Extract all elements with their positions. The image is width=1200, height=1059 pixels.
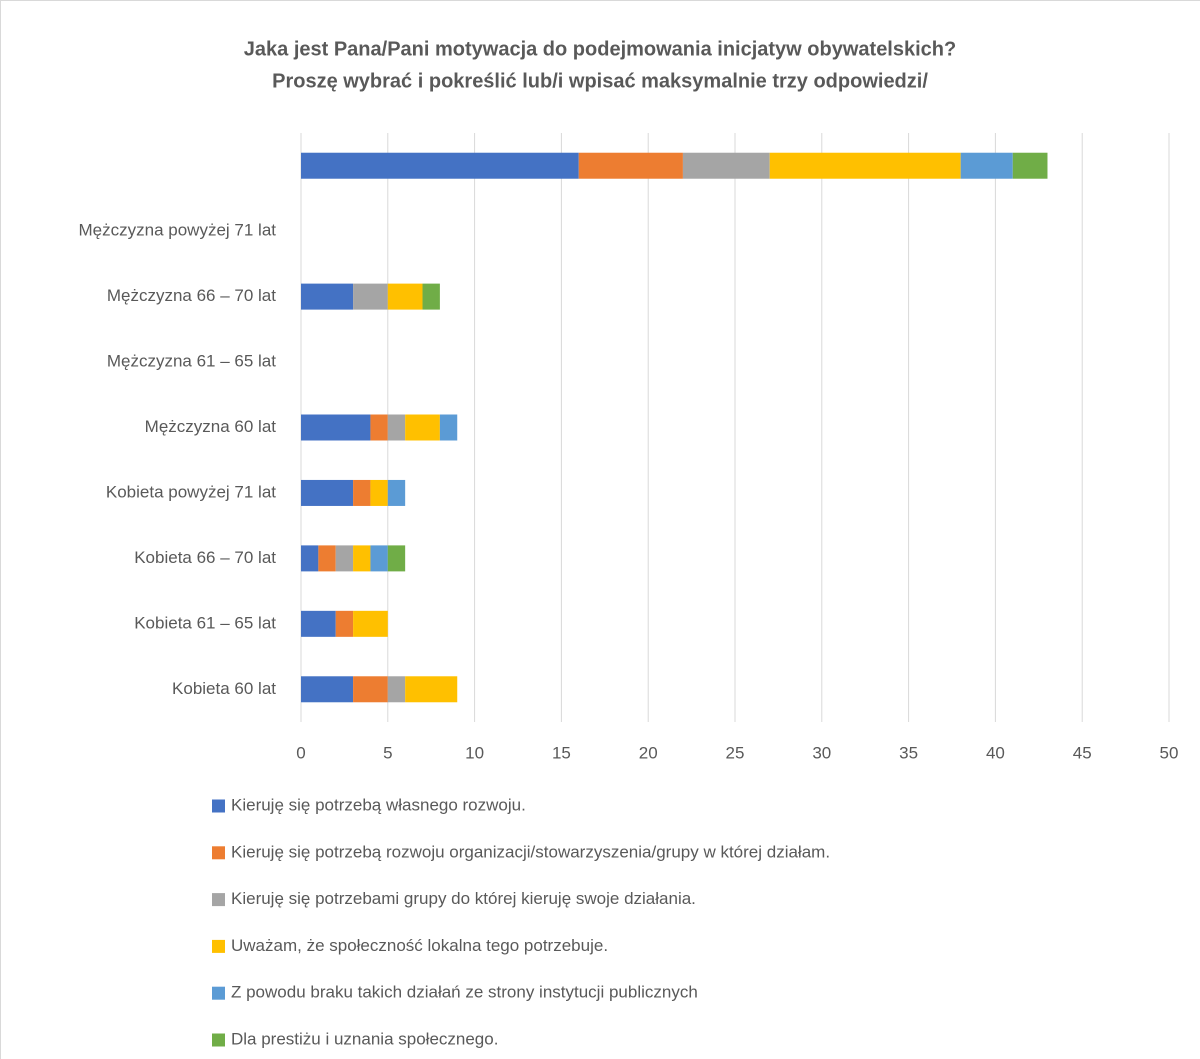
bar-segment xyxy=(353,610,388,637)
bar-segment xyxy=(301,152,579,179)
bar-segment xyxy=(301,414,371,441)
chart-title: Proszę wybrać i pokreślić lub/i wpisać m… xyxy=(272,70,928,92)
y-tick-label: Kobieta powyżej 71 lat xyxy=(106,482,276,501)
bar-segment xyxy=(301,545,319,572)
bar-segment xyxy=(353,283,388,310)
x-tick-label: 15 xyxy=(552,743,571,762)
bar-segment xyxy=(578,152,683,179)
legend-swatch xyxy=(212,846,225,860)
x-tick-label: 45 xyxy=(1073,743,1092,762)
legend-swatch xyxy=(212,799,225,813)
bar-segment xyxy=(301,676,354,703)
bar-segment xyxy=(387,676,406,703)
legend-swatch xyxy=(212,1033,225,1047)
bar-segment xyxy=(387,479,406,506)
bar-segment xyxy=(301,283,354,310)
bar-segment xyxy=(301,479,354,506)
x-tick-label: 40 xyxy=(986,743,1005,762)
bar-segment xyxy=(353,676,388,703)
legend-label: Uważam, że społeczność lokalna tego potr… xyxy=(231,936,608,955)
bar-segment xyxy=(1012,152,1048,179)
y-tick-label: Mężczyzna 60 lat xyxy=(145,417,277,436)
bar-segment xyxy=(387,414,406,441)
bar-segment xyxy=(370,479,388,506)
y-tick-label: Kobieta 61 – 65 lat xyxy=(134,613,276,632)
y-tick-label: Mężczyzna 66 – 70 lat xyxy=(107,286,276,305)
x-tick-label: 5 xyxy=(383,743,392,762)
bar-segment xyxy=(318,545,336,572)
bar-segment xyxy=(769,152,961,179)
bar-segment xyxy=(422,283,440,310)
legend-label: Kieruję się potrzebą własnego rozwoju. xyxy=(231,795,526,814)
bar-segment xyxy=(439,414,458,441)
legend-label: Z powodu braku takich działań ze strony … xyxy=(231,983,698,1002)
x-tick-label: 30 xyxy=(812,743,831,762)
bar-segment xyxy=(405,676,458,703)
bar-segment xyxy=(335,545,354,572)
bar-segment xyxy=(387,545,406,572)
legend-label: Kieruję się potrzebami grupy do której k… xyxy=(231,889,696,908)
x-tick-label: 50 xyxy=(1160,743,1179,762)
bar-segment xyxy=(370,545,388,572)
legend-swatch xyxy=(212,986,225,1000)
y-tick-label: Kobieta 66 – 70 lat xyxy=(134,548,276,567)
bar-segment xyxy=(387,283,423,310)
x-tick-label: 0 xyxy=(296,743,305,762)
bar-segment xyxy=(682,152,770,179)
legend-swatch xyxy=(212,893,225,907)
x-tick-label: 35 xyxy=(899,743,918,762)
legend-label: Dla prestiżu i uznania społecznego. xyxy=(231,1029,498,1048)
bar-segment xyxy=(353,545,371,572)
y-tick-label: Mężczyzna 61 – 65 lat xyxy=(107,352,276,371)
bar-segment xyxy=(370,414,388,441)
bar-segment xyxy=(405,414,440,441)
bar-segment xyxy=(960,152,1013,179)
y-tick-label: Kobieta 60 lat xyxy=(172,679,276,698)
x-tick-label: 20 xyxy=(639,743,658,762)
chart-title: Jaka jest Pana/Pani motywacja do podejmo… xyxy=(244,38,956,60)
legend-swatch xyxy=(212,939,225,953)
bar-segment xyxy=(301,610,336,637)
legend-label: Kieruję się potrzebą rozwoju organizacji… xyxy=(231,842,830,861)
x-tick-label: 25 xyxy=(726,743,745,762)
bar-segment xyxy=(353,479,371,506)
y-tick-label: Mężczyzna powyżej 71 lat xyxy=(79,221,277,240)
x-tick-label: 10 xyxy=(465,743,484,762)
bar-segment xyxy=(335,610,354,637)
